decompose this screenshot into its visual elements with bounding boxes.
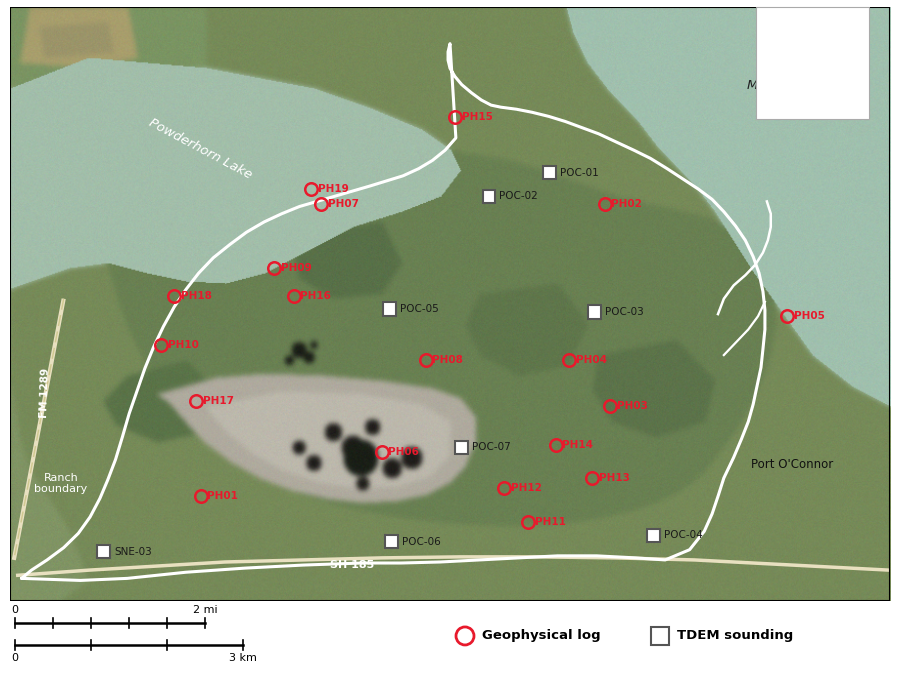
- Bar: [651, 627, 669, 645]
- Text: PH12: PH12: [510, 483, 542, 493]
- Bar: [544, 166, 556, 179]
- Text: PH02: PH02: [611, 200, 643, 210]
- Text: 2 mi: 2 mi: [193, 605, 217, 615]
- Text: PH19: PH19: [318, 184, 348, 194]
- Text: Ranch
boundary: Ranch boundary: [34, 473, 87, 494]
- Text: Geophysical log: Geophysical log: [482, 629, 600, 642]
- Text: SNE-03: SNE-03: [114, 547, 152, 557]
- Text: Port O'Connor: Port O'Connor: [752, 458, 833, 471]
- Text: PH04: PH04: [576, 355, 608, 365]
- Text: POC-07: POC-07: [472, 442, 511, 452]
- Bar: [385, 535, 398, 548]
- Text: PH08: PH08: [432, 355, 464, 365]
- Polygon shape: [812, 31, 820, 78]
- Text: POC-03: POC-03: [605, 307, 644, 317]
- Text: PH01: PH01: [208, 492, 238, 501]
- Text: PH06: PH06: [389, 447, 419, 458]
- Text: 0: 0: [12, 653, 19, 663]
- Text: PH09: PH09: [281, 263, 311, 273]
- Text: SH 185: SH 185: [330, 560, 374, 570]
- Text: PH17: PH17: [202, 396, 234, 406]
- Bar: [97, 545, 110, 558]
- Text: POC-06: POC-06: [401, 536, 440, 547]
- Text: PH16: PH16: [301, 291, 331, 301]
- Text: 3 km: 3 km: [230, 653, 256, 663]
- Text: Powderhorn Lake: Powderhorn Lake: [147, 117, 255, 182]
- Bar: [647, 529, 660, 542]
- Text: PH18: PH18: [181, 291, 211, 301]
- Text: PH05: PH05: [795, 311, 825, 321]
- Text: POC-02: POC-02: [500, 191, 538, 201]
- Bar: [455, 441, 468, 454]
- Polygon shape: [805, 31, 812, 78]
- Text: POC-04: POC-04: [663, 530, 702, 540]
- Text: POC-01: POC-01: [560, 168, 598, 178]
- Text: PH13: PH13: [598, 473, 629, 483]
- Text: PH07: PH07: [328, 200, 359, 210]
- Text: Matagorda
Bay: Matagorda Bay: [747, 79, 818, 107]
- Text: PH11: PH11: [536, 517, 566, 527]
- Text: PH10: PH10: [168, 340, 199, 350]
- Bar: [482, 189, 496, 203]
- Bar: [589, 306, 601, 318]
- Text: PH15: PH15: [462, 113, 492, 122]
- Text: PH03: PH03: [617, 401, 648, 411]
- Text: N: N: [806, 94, 819, 109]
- Bar: [383, 302, 396, 316]
- Text: FM 1289: FM 1289: [40, 368, 51, 418]
- Text: 0: 0: [12, 605, 19, 615]
- Text: POC-05: POC-05: [400, 304, 438, 314]
- Text: TDEM sounding: TDEM sounding: [677, 629, 793, 642]
- Text: PH14: PH14: [562, 440, 593, 450]
